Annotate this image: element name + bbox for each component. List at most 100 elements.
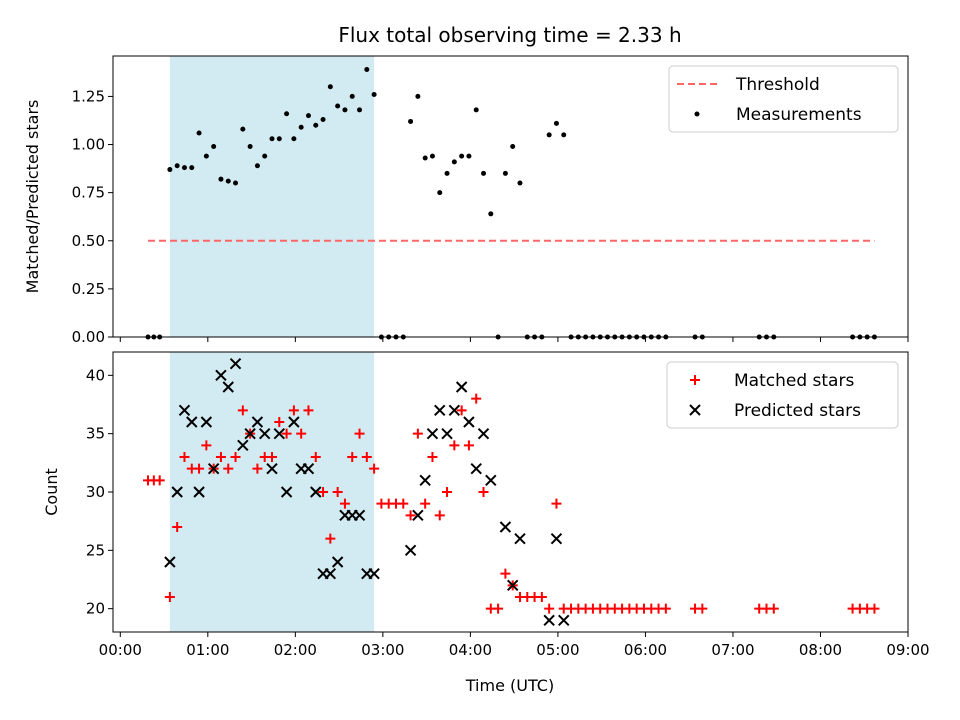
x-tick-label: 09:00 (886, 641, 929, 659)
data-point (284, 111, 290, 117)
y-tick-label: 1.25 (72, 87, 105, 105)
data-point (215, 452, 226, 462)
y-tick-label: 20 (86, 600, 105, 618)
y-tick-label: 0.25 (72, 280, 105, 298)
data-point (324, 567, 337, 580)
y-axis-label: Count (42, 468, 61, 516)
data-point (229, 357, 242, 370)
data-point (364, 66, 370, 72)
data-point (550, 532, 563, 545)
legend: Threshold Measurements (668, 65, 899, 133)
data-point (251, 416, 264, 428)
legend-key (689, 404, 701, 416)
data-point (422, 155, 428, 161)
series-predicted-stars (164, 357, 570, 627)
data-point (339, 498, 350, 509)
data-point (456, 405, 467, 416)
shaded-interval (169, 352, 375, 632)
data-point (201, 440, 212, 451)
y-tick-label: 25 (86, 541, 105, 559)
count-panel: 20 25 30 35 40 00:00 01:00 02:00 03:00 04:00 05:00… (42, 351, 930, 659)
x-tick-label: 03:00 (361, 641, 404, 659)
data-point (660, 603, 671, 614)
data-point (478, 487, 489, 497)
y-tick-label: 0.75 (72, 184, 105, 202)
data-point (296, 428, 307, 439)
data-point (404, 544, 417, 557)
data-point (325, 533, 336, 544)
data-point (441, 427, 453, 440)
data-point (254, 163, 260, 169)
data-point (207, 462, 220, 475)
data-point (485, 474, 497, 487)
series-matched-stars (143, 393, 880, 614)
data-point (502, 170, 508, 176)
data-point (510, 143, 516, 149)
data-point (354, 428, 365, 439)
data-point (193, 486, 205, 498)
data-point (353, 509, 366, 522)
data-point (473, 107, 479, 113)
plot-frame (112, 55, 909, 338)
data-point (179, 452, 190, 462)
data-point (543, 614, 555, 627)
data-point (419, 474, 431, 487)
data-point (470, 462, 482, 475)
data-point (164, 592, 175, 602)
data-point (310, 452, 321, 462)
x-axis-label: Time (UTC) (465, 676, 554, 695)
data-point (408, 118, 414, 124)
data-point (429, 153, 435, 159)
data-point (262, 153, 268, 159)
data-point (347, 452, 358, 462)
data-point (318, 487, 329, 497)
data-point (499, 521, 512, 533)
x-tick-label: 07:00 (711, 641, 754, 659)
legend-box (668, 65, 899, 133)
data-point (174, 163, 180, 169)
data-point (361, 452, 372, 462)
data-point (349, 93, 355, 99)
data-point (412, 428, 423, 439)
data-point (869, 603, 880, 614)
x-tick-label: 02:00 (274, 641, 317, 659)
data-point (172, 522, 183, 532)
data-point (434, 404, 446, 417)
data-point (463, 440, 474, 451)
data-point (186, 416, 198, 428)
legend-box (666, 361, 899, 429)
data-point (211, 143, 217, 149)
data-point (357, 107, 363, 113)
data-point (561, 132, 567, 138)
data-point (222, 381, 234, 393)
data-point (313, 122, 319, 128)
data-point (442, 487, 453, 497)
data-point (327, 84, 333, 90)
x-tick-label: 01:00 (186, 641, 229, 659)
data-point (303, 405, 314, 416)
data-point (342, 107, 348, 113)
data-point (269, 136, 275, 142)
data-point (514, 532, 526, 545)
data-point (335, 103, 341, 109)
data-point (237, 405, 248, 416)
data-point (768, 603, 779, 614)
data-point (371, 91, 377, 97)
data-point (427, 452, 438, 462)
x-tick-label: 05:00 (536, 641, 579, 659)
data-point (280, 486, 293, 498)
data-point (237, 439, 249, 452)
data-point (517, 180, 523, 186)
data-point (459, 153, 465, 159)
data-point (332, 487, 343, 497)
data-point (305, 113, 311, 119)
data-point (434, 510, 445, 521)
data-point (194, 463, 205, 474)
shaded-interval (169, 56, 375, 337)
data-point (331, 556, 344, 568)
data-point (291, 136, 297, 142)
x-tick-label: 08:00 (799, 641, 842, 659)
data-point (697, 603, 708, 614)
data-point (181, 165, 187, 171)
data-point (449, 440, 460, 451)
